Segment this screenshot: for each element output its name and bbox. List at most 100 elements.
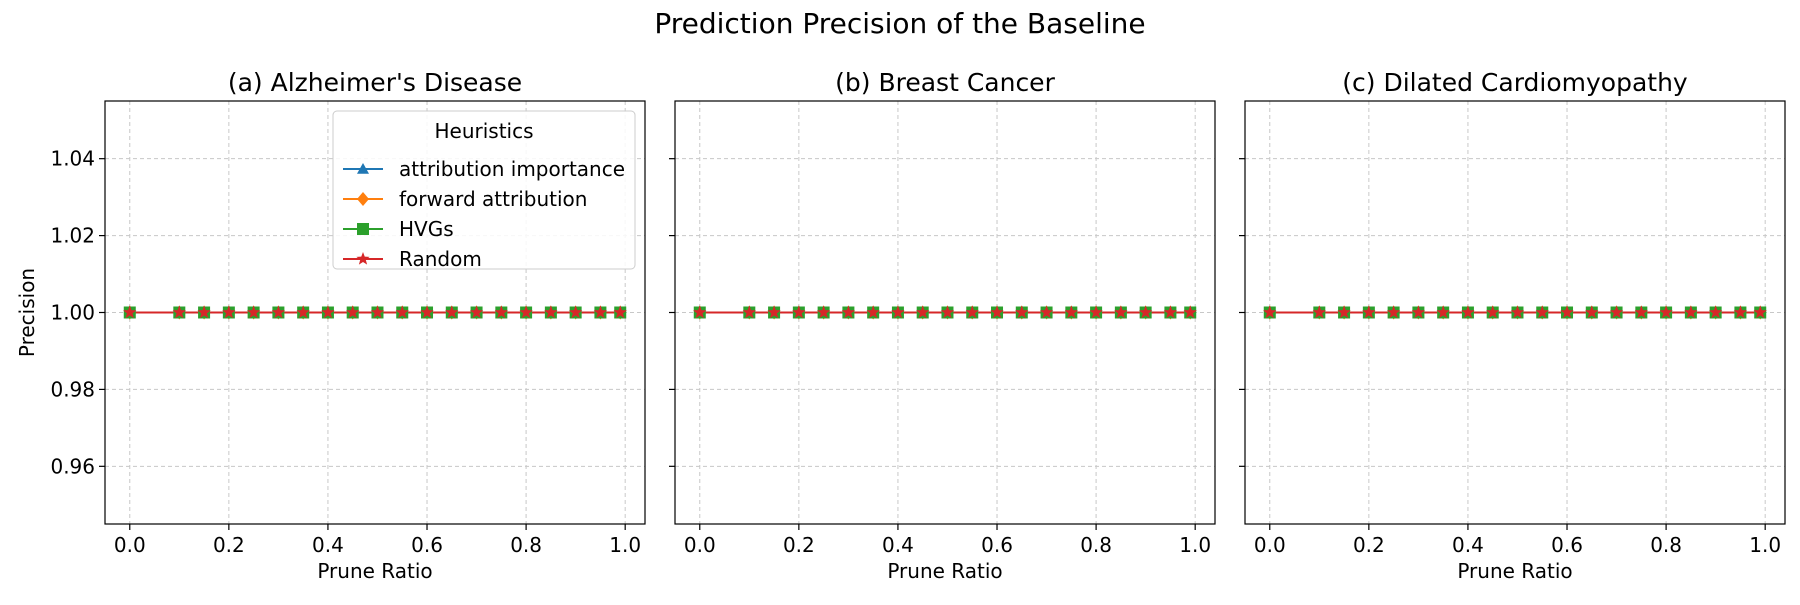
panel-3: 0.0 0.2 0.4 0.6 0.8 1.0 (c) Dilated Cardiomyop… <box>1239 68 1786 583</box>
data-point <box>395 305 409 319</box>
panel-title: (c) Dilated Cardiomyopathy <box>1342 68 1688 97</box>
data-point <box>346 305 360 319</box>
data-point <box>613 305 627 319</box>
data-point <box>841 305 856 319</box>
data-point <box>1461 305 1475 319</box>
data-point <box>1114 305 1128 319</box>
data-point <box>568 305 583 319</box>
data-point <box>420 305 434 319</box>
data-point <box>445 305 459 319</box>
x-tick-label: 1.0 <box>1179 533 1211 557</box>
data-point <box>1708 305 1723 319</box>
data-point <box>1263 305 1277 319</box>
y-tick-label: 1.04 <box>50 147 95 171</box>
x-tick-label: 0.2 <box>783 533 815 557</box>
data-point <box>1659 305 1673 319</box>
x-axis-label: Prune Ratio <box>1457 559 1572 583</box>
data-point <box>494 305 508 319</box>
x-tick-label: 0.8 <box>1080 533 1112 557</box>
legend-label: attribution importance <box>399 157 625 181</box>
x-tick-label: 0.4 <box>882 533 914 557</box>
x-tick-label: 0.6 <box>981 533 1013 557</box>
legend: Heuristics attribution importance forward … <box>332 110 636 271</box>
data-point <box>296 305 310 319</box>
data-point <box>693 305 707 319</box>
data-point <box>1015 305 1029 319</box>
x-tick-label: 0.6 <box>1551 533 1583 557</box>
data-point <box>916 305 930 319</box>
x-tick-label: 0.8 <box>1650 533 1682 557</box>
x-axis-label: Prune Ratio <box>887 559 1002 583</box>
legend-title: Heuristics <box>434 119 533 143</box>
data-point <box>1163 305 1178 319</box>
data-point <box>1510 305 1525 319</box>
legend-label: forward attribution <box>399 187 587 211</box>
data-point <box>891 305 905 319</box>
data-point <box>246 305 261 319</box>
x-tick-label: 0.0 <box>684 533 716 557</box>
data-point <box>1560 305 1574 319</box>
legend-marker <box>357 163 369 174</box>
data-point <box>1753 305 1767 319</box>
data-point <box>1634 305 1648 319</box>
data-point <box>469 305 484 319</box>
y-axis-label: Precision <box>15 268 39 357</box>
y-tick-label: 0.98 <box>50 377 95 401</box>
x-tick-label: 1.0 <box>609 533 641 557</box>
data-point <box>1039 305 1054 319</box>
legend-box <box>332 110 636 270</box>
data-point <box>792 305 806 319</box>
data-point <box>816 305 831 319</box>
x-tick-label: 0.2 <box>1353 533 1385 557</box>
data-point <box>370 305 385 319</box>
panel-title: (a) Alzheimer's Disease <box>228 68 522 97</box>
y-tick-label: 1.02 <box>50 224 95 248</box>
data-point <box>767 305 781 319</box>
data-point <box>1183 305 1197 319</box>
data-point <box>1609 305 1624 319</box>
x-axis-label: Prune Ratio <box>317 559 432 583</box>
data-point <box>990 305 1004 319</box>
data-point <box>1089 305 1103 319</box>
y-tick-label: 0.96 <box>50 454 95 478</box>
data-point <box>866 305 880 319</box>
data-point <box>544 305 558 319</box>
panel-title: (b) Breast Cancer <box>835 68 1055 97</box>
data-point <box>1585 305 1599 319</box>
data-point <box>742 305 756 319</box>
x-tick-label: 0.8 <box>510 533 542 557</box>
legend-label: Random <box>399 247 482 271</box>
x-tick-label: 0.6 <box>411 533 443 557</box>
data-point <box>519 305 533 319</box>
data-point <box>940 305 955 319</box>
x-tick-label: 0.2 <box>213 533 245 557</box>
data-point <box>321 305 335 319</box>
legend-marker <box>357 192 369 206</box>
data-point <box>1138 305 1153 319</box>
data-point <box>1535 305 1549 319</box>
legend-label: HVGs <box>399 217 454 241</box>
y-tick-label: 1.00 <box>50 301 95 325</box>
data-point <box>197 305 211 319</box>
data-point <box>965 305 979 319</box>
x-tick-label: 0.4 <box>1452 533 1484 557</box>
data-point <box>172 305 186 319</box>
data-point <box>593 305 608 319</box>
x-tick-label: 1.0 <box>1749 533 1781 557</box>
data-point <box>1411 305 1426 319</box>
data-point <box>1064 305 1078 319</box>
data-point <box>1362 305 1376 319</box>
panel-2: 0.0 0.2 0.4 0.6 0.8 1.0 (b) Breast Cancer Prune… <box>669 68 1216 583</box>
data-point <box>1684 305 1698 319</box>
data-point <box>1486 305 1500 319</box>
data-point <box>271 305 286 319</box>
data-point <box>1436 305 1450 319</box>
data-point <box>222 305 236 319</box>
data-point <box>123 305 137 319</box>
legend-marker <box>356 252 370 265</box>
data-point <box>1312 305 1326 319</box>
x-tick-label: 0.0 <box>114 533 146 557</box>
legend-marker <box>357 223 369 235</box>
